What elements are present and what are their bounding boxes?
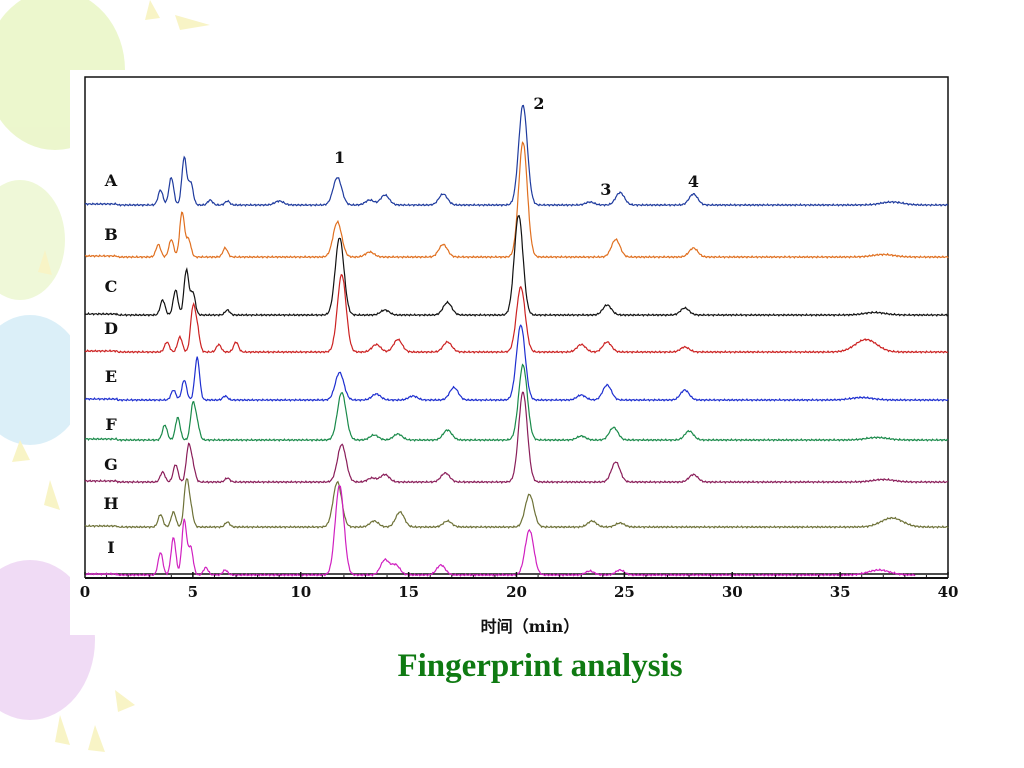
trace-H	[84, 477, 949, 529]
sparkle-8	[88, 725, 105, 752]
sparkle-2	[175, 15, 210, 30]
series-label-C: C	[105, 277, 118, 296]
x-tick-label-25: 25	[614, 583, 635, 601]
trace-A	[84, 104, 949, 207]
sparkle-3	[38, 250, 52, 275]
trace-C	[84, 214, 949, 317]
peak-label-1: 1	[334, 148, 345, 167]
series-label-H: H	[103, 494, 118, 513]
x-tick-label-15: 15	[398, 583, 419, 601]
x-tick-label-35: 35	[830, 583, 851, 601]
x-tick-label-0: 0	[80, 583, 90, 601]
peak-labels: 1 2 3 4	[334, 94, 699, 199]
sparkle-5	[44, 480, 60, 510]
series-label-B: B	[104, 225, 118, 244]
x-tick-label-40: 40	[938, 583, 959, 601]
sparkle-4	[12, 440, 30, 462]
balloon-decorations	[0, 0, 210, 752]
x-tick-label-10: 10	[290, 583, 311, 601]
x-axis-label: 时间（min）	[481, 617, 580, 636]
slide-caption: Fingerprint analysis	[397, 648, 683, 684]
trace-B	[84, 141, 949, 259]
sparkle-7	[55, 715, 70, 745]
x-axis: 0 5 10 15 20 25 30 35 40	[80, 572, 959, 601]
trace-F	[84, 363, 949, 442]
x-tick-label-20: 20	[506, 583, 527, 601]
series-label-A: A	[104, 171, 118, 190]
x-tick-label-5: 5	[188, 583, 198, 601]
peak-label-3: 3	[600, 180, 611, 199]
series-label-F: F	[105, 415, 117, 434]
series-labels: A B C D E F G H I	[103, 171, 118, 557]
series-traces	[84, 104, 949, 577]
series-label-E: E	[105, 367, 117, 386]
x-tick-label-30: 30	[722, 583, 743, 601]
trace-G	[84, 391, 949, 484]
trace-D	[84, 273, 949, 354]
series-label-D: D	[104, 319, 118, 338]
series-label-I: I	[107, 538, 114, 557]
trace-E	[84, 324, 949, 402]
balloon-blue	[0, 315, 85, 445]
peak-label-4: 4	[688, 172, 699, 191]
peak-label-2: 2	[533, 94, 544, 113]
trace-I	[84, 485, 916, 577]
sparkle-6	[115, 690, 135, 712]
sparkle-1	[145, 0, 160, 20]
series-label-G: G	[104, 455, 118, 474]
